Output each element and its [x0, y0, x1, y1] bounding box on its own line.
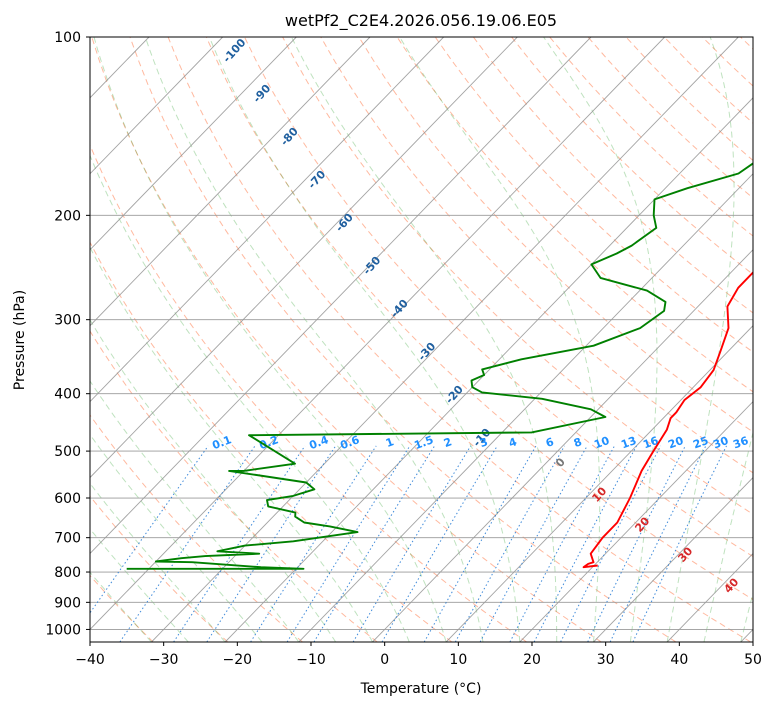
dry-adiabat	[434, 37, 753, 353]
x-tick-label: −10	[296, 652, 326, 668]
dry-adiabat	[205, 37, 753, 601]
mixing-ratio-label: 8	[572, 435, 584, 450]
moist-adiabat	[740, 590, 753, 642]
mixing-ratio-line	[286, 445, 411, 642]
x-tick-label: 10	[449, 652, 467, 668]
y-tick-label: 800	[54, 565, 81, 581]
plot-area	[90, 37, 753, 642]
dry-adiabat	[472, 37, 753, 314]
mixing-ratio-label: 0.2	[257, 433, 280, 452]
isotherm	[372, 249, 753, 642]
isotherm	[90, 37, 592, 555]
mixing-ratio-line	[560, 445, 662, 642]
moist-adiabat	[666, 37, 735, 642]
x-tick-label: 40	[670, 652, 688, 668]
isotherm	[0, 37, 2, 642]
dry-adiabat	[244, 37, 753, 558]
isotherm	[519, 400, 753, 642]
mixing-ratio-line	[352, 445, 472, 642]
y-tick-label: 500	[54, 444, 81, 460]
mixing-ratio-line	[587, 445, 686, 642]
x-tick-label: 0	[380, 652, 389, 668]
mixing-ratio-label: 1	[384, 435, 396, 450]
mixing-ratio-label: 0.6	[338, 433, 361, 452]
isotherm	[151, 37, 739, 642]
x-tick-label: 20	[523, 652, 541, 668]
moist-adiabat	[90, 433, 263, 642]
dry-adiabat	[90, 414, 303, 642]
moist-adiabat	[90, 319, 337, 642]
moist-adiabat	[291, 37, 558, 642]
moist-adiabat	[703, 430, 753, 642]
dry-adiabat	[282, 37, 753, 515]
y-axis-label: Pressure (hPa)	[12, 290, 28, 390]
isotherm	[90, 37, 665, 631]
moist-adiabat	[93, 37, 447, 642]
y-tick-label: 700	[54, 531, 81, 547]
y-tick-label: 200	[54, 208, 81, 224]
mixing-ratio-label: 0.1	[210, 433, 233, 452]
mixing-ratio-line	[454, 445, 565, 642]
mixing-ratio-label: 2	[442, 435, 454, 450]
isotherm	[90, 37, 518, 479]
isotherm	[445, 325, 753, 642]
mixing-ratio-line	[90, 445, 209, 614]
moist-adiabat	[208, 37, 521, 642]
mixing-ratio-line	[250, 445, 377, 642]
mixing-ratio-line	[381, 445, 498, 642]
isotherm	[90, 37, 297, 251]
y-tick-label: 1000	[45, 622, 81, 638]
moist-adiabat	[543, 37, 658, 642]
mixing-ratio-line	[609, 445, 707, 642]
y-tick-label: 400	[54, 387, 81, 403]
mixing-ratio-label: 0.4	[307, 433, 330, 452]
dry-adiabat	[320, 37, 753, 474]
mixing-ratio-line	[173, 445, 306, 642]
isotherm	[90, 37, 371, 327]
dewpoint-profile	[126, 162, 753, 570]
mixing-ratio-label: 13	[619, 434, 638, 451]
x-tick-label: 50	[744, 652, 762, 668]
dry-adiabat	[358, 37, 753, 433]
mixing-ratio-label: 10	[592, 434, 611, 452]
mixing-ratio-label: 6	[544, 435, 556, 450]
y-tick-label: 900	[54, 595, 81, 611]
dry-adiabat	[90, 143, 527, 642]
mixing-ratio-label: 30	[711, 434, 730, 452]
mixing-ratio-label: 3	[478, 435, 490, 450]
moist-adiabat	[90, 482, 226, 642]
y-tick-label: 300	[54, 313, 81, 329]
y-tick-label: 100	[54, 30, 81, 46]
mixing-ratio-label: 20	[666, 434, 685, 452]
moist-adiabat	[144, 37, 484, 642]
mixing-ratio-label: 36	[731, 434, 750, 452]
isotherm	[224, 97, 753, 642]
plot-frame	[89, 36, 754, 643]
isotherm	[90, 37, 444, 403]
temperature-profile	[582, 271, 753, 569]
isotherm	[90, 37, 223, 175]
moist-adiabat	[399, 37, 601, 642]
isotherm	[593, 476, 753, 642]
moist-adiabat	[90, 246, 373, 642]
x-tick-label: −20	[223, 652, 253, 668]
chart-title: wetPf2_C2E4.2026.056.19.06.E05	[285, 11, 557, 31]
x-tick-label: 30	[597, 652, 615, 668]
mixing-ratio-line	[206, 445, 337, 642]
y-tick-label: 600	[54, 491, 81, 507]
mixing-ratio-line	[313, 445, 436, 642]
mixing-ratio-label: 25	[691, 434, 710, 451]
x-tick-label: −40	[75, 652, 105, 668]
x-tick-label: −30	[149, 652, 179, 668]
mixing-ratio-label: 1.5	[412, 433, 435, 452]
mixing-ratio-line	[479, 445, 588, 642]
mixing-ratio-label: 4	[507, 435, 519, 450]
dry-adiabat	[129, 37, 677, 642]
dry-adiabat	[91, 37, 602, 642]
x-axis-label: Temperature (°C)	[360, 681, 482, 697]
dry-adiabat	[90, 495, 229, 642]
isotherm	[298, 173, 753, 642]
